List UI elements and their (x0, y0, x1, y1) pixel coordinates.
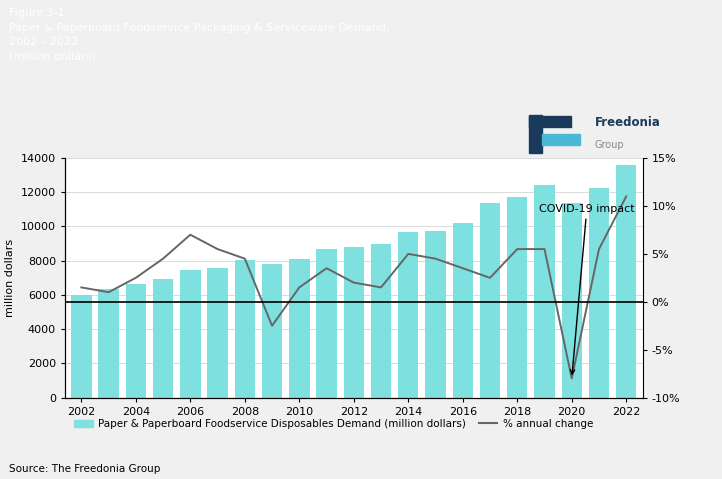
Bar (534, 185, 554, 398)
Bar (262, 264, 282, 398)
Bar (316, 249, 336, 398)
Bar (98, 289, 119, 398)
Bar (529, 115, 542, 153)
Bar (562, 203, 582, 398)
Bar (371, 244, 391, 398)
Bar (425, 231, 445, 398)
Bar (529, 116, 570, 127)
Bar (71, 295, 92, 398)
Bar (180, 270, 201, 398)
Bar (616, 165, 637, 398)
Bar (235, 260, 255, 398)
Bar (480, 203, 500, 398)
Text: Freedonia: Freedonia (595, 115, 661, 129)
Text: COVID-19 impact: COVID-19 impact (539, 204, 635, 374)
Text: Group: Group (595, 140, 625, 149)
Text: Source: The Freedonia Group: Source: The Freedonia Group (9, 464, 160, 474)
Bar (207, 268, 227, 398)
Text: Figure 3-1.
Paper & Paperboard Foodservice Packaging & Serviceware Demand,
2002 : Figure 3-1. Paper & Paperboard Foodservi… (9, 8, 389, 61)
Y-axis label: million dollars: million dollars (5, 239, 15, 317)
Bar (453, 223, 473, 398)
Bar (126, 284, 146, 398)
Bar (398, 232, 419, 398)
Bar (588, 188, 609, 398)
Bar (344, 247, 364, 398)
Legend: Paper & Paperboard Foodservice Disposables Demand (million dollars), % annual ch: Paper & Paperboard Foodservice Disposabl… (70, 415, 597, 433)
Bar (542, 134, 580, 145)
Bar (153, 279, 173, 398)
Bar (289, 259, 310, 398)
Bar (507, 196, 528, 398)
